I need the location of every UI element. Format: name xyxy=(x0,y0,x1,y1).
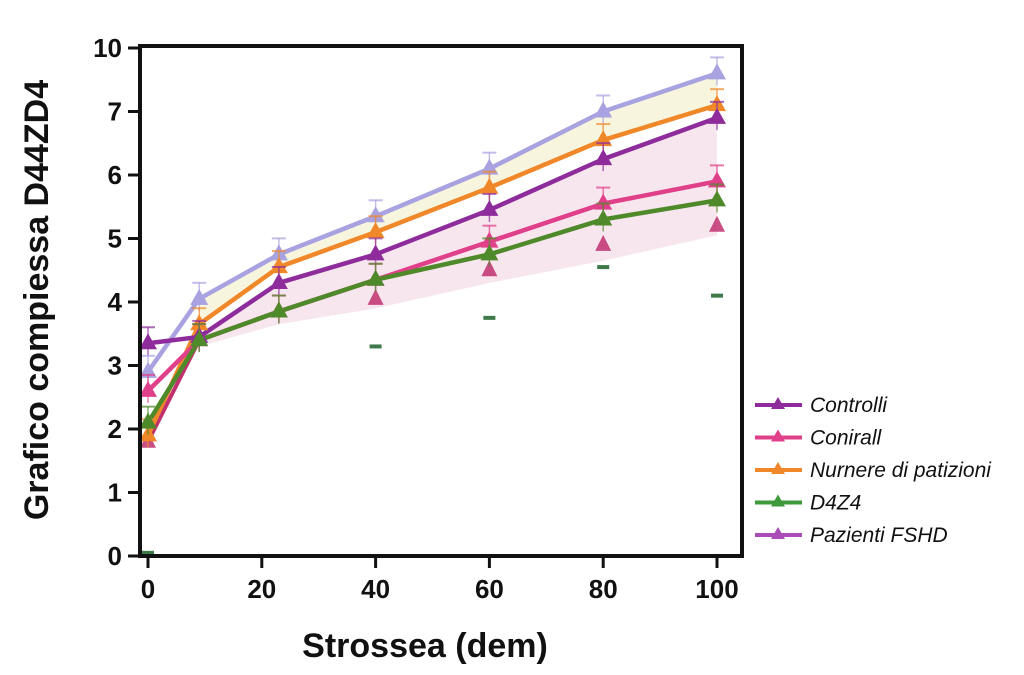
legend-item: Nurnere di patizioni xyxy=(755,459,992,482)
pink-band xyxy=(199,117,717,347)
y-tick-label: 10 xyxy=(93,33,122,63)
extra-marker xyxy=(595,234,612,251)
data-point xyxy=(708,171,726,188)
y-tick-label: 7 xyxy=(108,97,122,127)
y-axis-ticks: 0 1 2 3 4 5 6 7 10 xyxy=(93,33,140,571)
data-point xyxy=(139,333,157,350)
data-point xyxy=(708,190,726,207)
y-axis-label: Grafico compiessa D44ZD4 xyxy=(18,80,56,520)
legend-item: D4Z4 xyxy=(755,492,861,515)
legend-label: Nurnere di patizioni xyxy=(810,459,992,482)
legend-label: Pazienti FSHD xyxy=(810,524,948,547)
legend-label: D4Z4 xyxy=(810,492,861,515)
data-point xyxy=(366,269,385,286)
y-tick-label: 5 xyxy=(108,224,122,254)
legend-item: Pazienti FSHD xyxy=(755,524,948,547)
legend-marker xyxy=(771,494,785,507)
data-point xyxy=(480,177,499,194)
data-point xyxy=(139,412,157,429)
legend: Controlli Conirall Nurnere di patizioni D4Z… xyxy=(755,394,992,547)
data-point xyxy=(708,107,726,124)
data-point xyxy=(480,199,499,216)
legend-label: Controlli xyxy=(810,394,888,417)
x-tick-label: 60 xyxy=(475,574,504,604)
data-point xyxy=(139,361,157,378)
y-tick-label: 1 xyxy=(108,478,122,508)
x-tick-label: 20 xyxy=(247,574,276,604)
data-point xyxy=(594,193,613,210)
y-tick-label: 0 xyxy=(108,541,122,571)
legend-marker xyxy=(771,462,785,474)
extra-marker xyxy=(481,260,498,277)
x-axis-ticks: 0 20 40 60 80 100 xyxy=(141,556,739,604)
data-point xyxy=(269,272,288,289)
data-point xyxy=(366,206,385,223)
data-point xyxy=(708,63,726,80)
legend-marker xyxy=(771,429,785,442)
extra-marker xyxy=(142,550,154,555)
data-point xyxy=(366,222,385,239)
legend-item: Controlli xyxy=(755,394,888,417)
y-tick-label: 4 xyxy=(108,287,123,317)
data-point xyxy=(366,244,385,261)
extra-marker xyxy=(369,344,382,349)
extra-marker xyxy=(709,215,725,232)
data-point xyxy=(594,209,613,226)
data-point xyxy=(190,288,209,305)
extra-marker xyxy=(711,293,723,298)
x-tick-label: 40 xyxy=(361,574,390,604)
data-point xyxy=(594,130,613,147)
extra-marker xyxy=(367,288,384,305)
y-tick-label: 6 xyxy=(108,160,122,190)
legend-label: Conirall xyxy=(810,427,883,450)
data-point xyxy=(480,244,499,261)
data-point xyxy=(480,158,499,175)
x-axis-label: Strossea (dem) xyxy=(302,627,548,665)
x-tick-label: 0 xyxy=(141,574,155,604)
legend-marker xyxy=(771,527,785,539)
legend-marker xyxy=(771,397,785,409)
y-tick-label: 2 xyxy=(108,414,122,444)
data-point xyxy=(269,301,288,318)
data-point xyxy=(594,101,613,118)
y-tick-label: 3 xyxy=(108,351,122,381)
data-point xyxy=(190,330,209,347)
extra-marker xyxy=(597,265,610,270)
x-tick-label: 80 xyxy=(589,574,618,604)
data-point xyxy=(139,380,157,397)
data-point xyxy=(269,257,288,274)
data-point xyxy=(594,149,613,166)
extra-marker xyxy=(483,315,496,320)
series-markers xyxy=(139,56,726,555)
x-tick-label: 100 xyxy=(695,574,738,604)
legend-item: Conirall xyxy=(755,427,883,450)
